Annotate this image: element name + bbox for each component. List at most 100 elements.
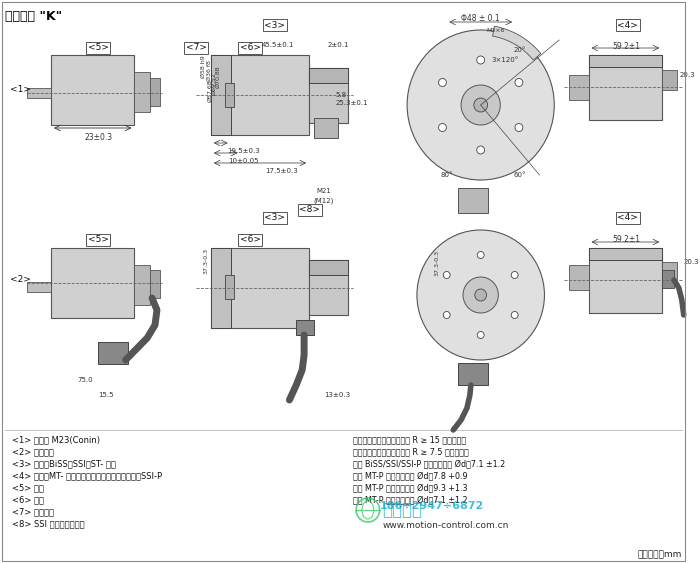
Circle shape	[438, 123, 447, 132]
Text: www.motion-control.com.cn: www.motion-control.com.cn	[383, 521, 509, 529]
Bar	[662, 262, 677, 282]
Circle shape	[477, 56, 484, 64]
Text: 使用 MT-P 接口时的电缆 Ød；7.1 ±1.2: 使用 MT-P 接口时的电缆 Ød；7.1 ±1.2	[354, 495, 468, 504]
Bar	[98, 342, 127, 364]
Text: 23±0.3: 23±0.3	[84, 133, 112, 142]
Bar	[51, 55, 134, 125]
Circle shape	[477, 146, 484, 154]
Bar	[589, 55, 662, 120]
Text: Ø58 h9: Ø58 h9	[201, 55, 206, 78]
Bar	[225, 83, 235, 107]
Bar	[458, 188, 488, 213]
Text: 186÷2947÷6872: 186÷2947÷6872	[379, 501, 484, 511]
Text: Ø36 f8: Ø36 f8	[206, 60, 211, 81]
Bar	[589, 248, 662, 313]
Circle shape	[438, 78, 447, 87]
Text: <7> 二者选一: <7> 二者选一	[12, 507, 54, 516]
Circle shape	[511, 311, 518, 319]
Bar	[309, 260, 349, 275]
Text: 固定安装时的电缆弯曲半径 R ≥ 7.5 倍电缆直径: 固定安装时的电缆弯曲半径 R ≥ 7.5 倍电缆直径	[354, 447, 469, 456]
Circle shape	[407, 30, 554, 180]
Circle shape	[443, 271, 450, 279]
Bar	[296, 320, 314, 335]
Text: Ø57.68: Ø57.68	[207, 79, 212, 102]
Wedge shape	[493, 26, 541, 60]
Text: 20.3: 20.3	[684, 259, 699, 265]
Text: <6>: <6>	[239, 235, 260, 244]
Text: 20°: 20°	[514, 47, 526, 53]
Bar	[211, 55, 230, 135]
Circle shape	[474, 98, 488, 112]
Bar	[225, 275, 235, 299]
Text: 夹紧法兰 "K": 夹紧法兰 "K"	[5, 10, 62, 23]
Text: 使用 BiSS/SSI/SSI-P 接口时的电缆 Ød；7.1 ±1.2: 使用 BiSS/SSI/SSI-P 接口时的电缆 Ød；7.1 ±1.2	[354, 459, 505, 468]
Bar	[27, 88, 51, 98]
Text: 尺寸单位：mm: 尺寸单位：mm	[638, 550, 682, 559]
Bar	[150, 78, 160, 106]
Bar	[589, 248, 662, 260]
Bar	[314, 118, 338, 138]
Text: <4> 接口：MT- 并行（仅适用电缆）、现场总线、SSI-P: <4> 接口：MT- 并行（仅适用电缆）、现场总线、SSI-P	[12, 471, 162, 480]
Circle shape	[477, 252, 484, 258]
Text: 使用 MT-P 接口时的电缆 Ød；7.8 +0.9: 使用 MT-P 接口时的电缆 Ød；7.8 +0.9	[354, 471, 468, 480]
Text: 37.3-0.3: 37.3-0.3	[203, 248, 208, 274]
Text: 75.0: 75.0	[78, 377, 93, 383]
Text: <6>: <6>	[239, 43, 260, 52]
Text: 80°: 80°	[440, 172, 453, 178]
Bar	[150, 270, 160, 298]
Text: 45.5±0.1: 45.5±0.1	[261, 42, 294, 48]
Text: (M12): (M12)	[314, 197, 334, 203]
Circle shape	[463, 277, 498, 313]
Text: <2>: <2>	[10, 275, 31, 284]
Circle shape	[515, 123, 523, 132]
Text: <8>: <8>	[300, 205, 321, 215]
Text: M21: M21	[316, 188, 331, 194]
Bar	[27, 282, 51, 292]
Text: <5>: <5>	[88, 235, 108, 244]
Bar	[309, 260, 349, 315]
Text: <1> 连接器 M23(Conin): <1> 连接器 M23(Conin)	[12, 435, 100, 444]
Text: Φ48 ± 0.1: Φ48 ± 0.1	[461, 14, 500, 23]
Bar	[662, 70, 677, 90]
Text: 37.3-0.3: 37.3-0.3	[435, 250, 440, 276]
Circle shape	[477, 332, 484, 338]
Text: 使用 MT-P 接口时的电缆 Ød；9.3 +1.3: 使用 MT-P 接口时的电缆 Ød；9.3 +1.3	[354, 483, 468, 492]
Text: <3> 接口：BiSS、SSI、ST- 并行: <3> 接口：BiSS、SSI、ST- 并行	[12, 459, 116, 468]
Text: Ø70.88: Ø70.88	[216, 65, 220, 88]
Text: M3×6: M3×6	[486, 28, 505, 33]
Text: Ø69.52: Ø69.52	[211, 72, 216, 95]
Text: <3>: <3>	[264, 20, 285, 29]
Text: 17.5±0.3: 17.5±0.3	[265, 168, 298, 174]
Bar	[309, 68, 349, 123]
Text: 2±0.1: 2±0.1	[328, 42, 349, 48]
Bar	[211, 55, 309, 135]
Text: 10±0.05: 10±0.05	[228, 158, 258, 164]
Text: <1>: <1>	[10, 86, 31, 95]
Text: 60°: 60°	[514, 172, 526, 178]
Bar	[458, 363, 488, 385]
Text: 59.2±1: 59.2±1	[612, 42, 640, 51]
Text: 59.2±1: 59.2±1	[612, 235, 640, 244]
Bar	[569, 75, 589, 100]
Bar	[569, 265, 589, 290]
Text: 13±0.3: 13±0.3	[323, 392, 350, 398]
Circle shape	[443, 311, 450, 319]
Text: <8> SSI 可选括号内的值: <8> SSI 可选括号内的值	[12, 519, 85, 528]
Text: <2> 连接电缆: <2> 连接电缆	[12, 447, 54, 456]
Text: 3×120°: 3×120°	[491, 57, 519, 63]
Text: 19.5±0.3: 19.5±0.3	[227, 148, 260, 154]
Text: <4>: <4>	[617, 20, 638, 29]
Text: <6> 径向: <6> 径向	[12, 495, 44, 504]
Text: 5.8: 5.8	[335, 92, 346, 98]
Circle shape	[417, 230, 545, 360]
Circle shape	[511, 271, 518, 279]
Bar	[134, 265, 150, 305]
Bar	[662, 270, 674, 288]
Bar	[211, 248, 230, 328]
Bar	[211, 248, 309, 328]
Bar	[51, 248, 134, 318]
Circle shape	[475, 289, 486, 301]
Text: <5> 轴向: <5> 轴向	[12, 483, 43, 492]
Text: 弹性安装时的电缆弯曲半径 R ≥ 15 倍电缆直径: 弹性安装时的电缆弯曲半径 R ≥ 15 倍电缆直径	[354, 435, 466, 444]
Text: <4>: <4>	[617, 213, 638, 222]
